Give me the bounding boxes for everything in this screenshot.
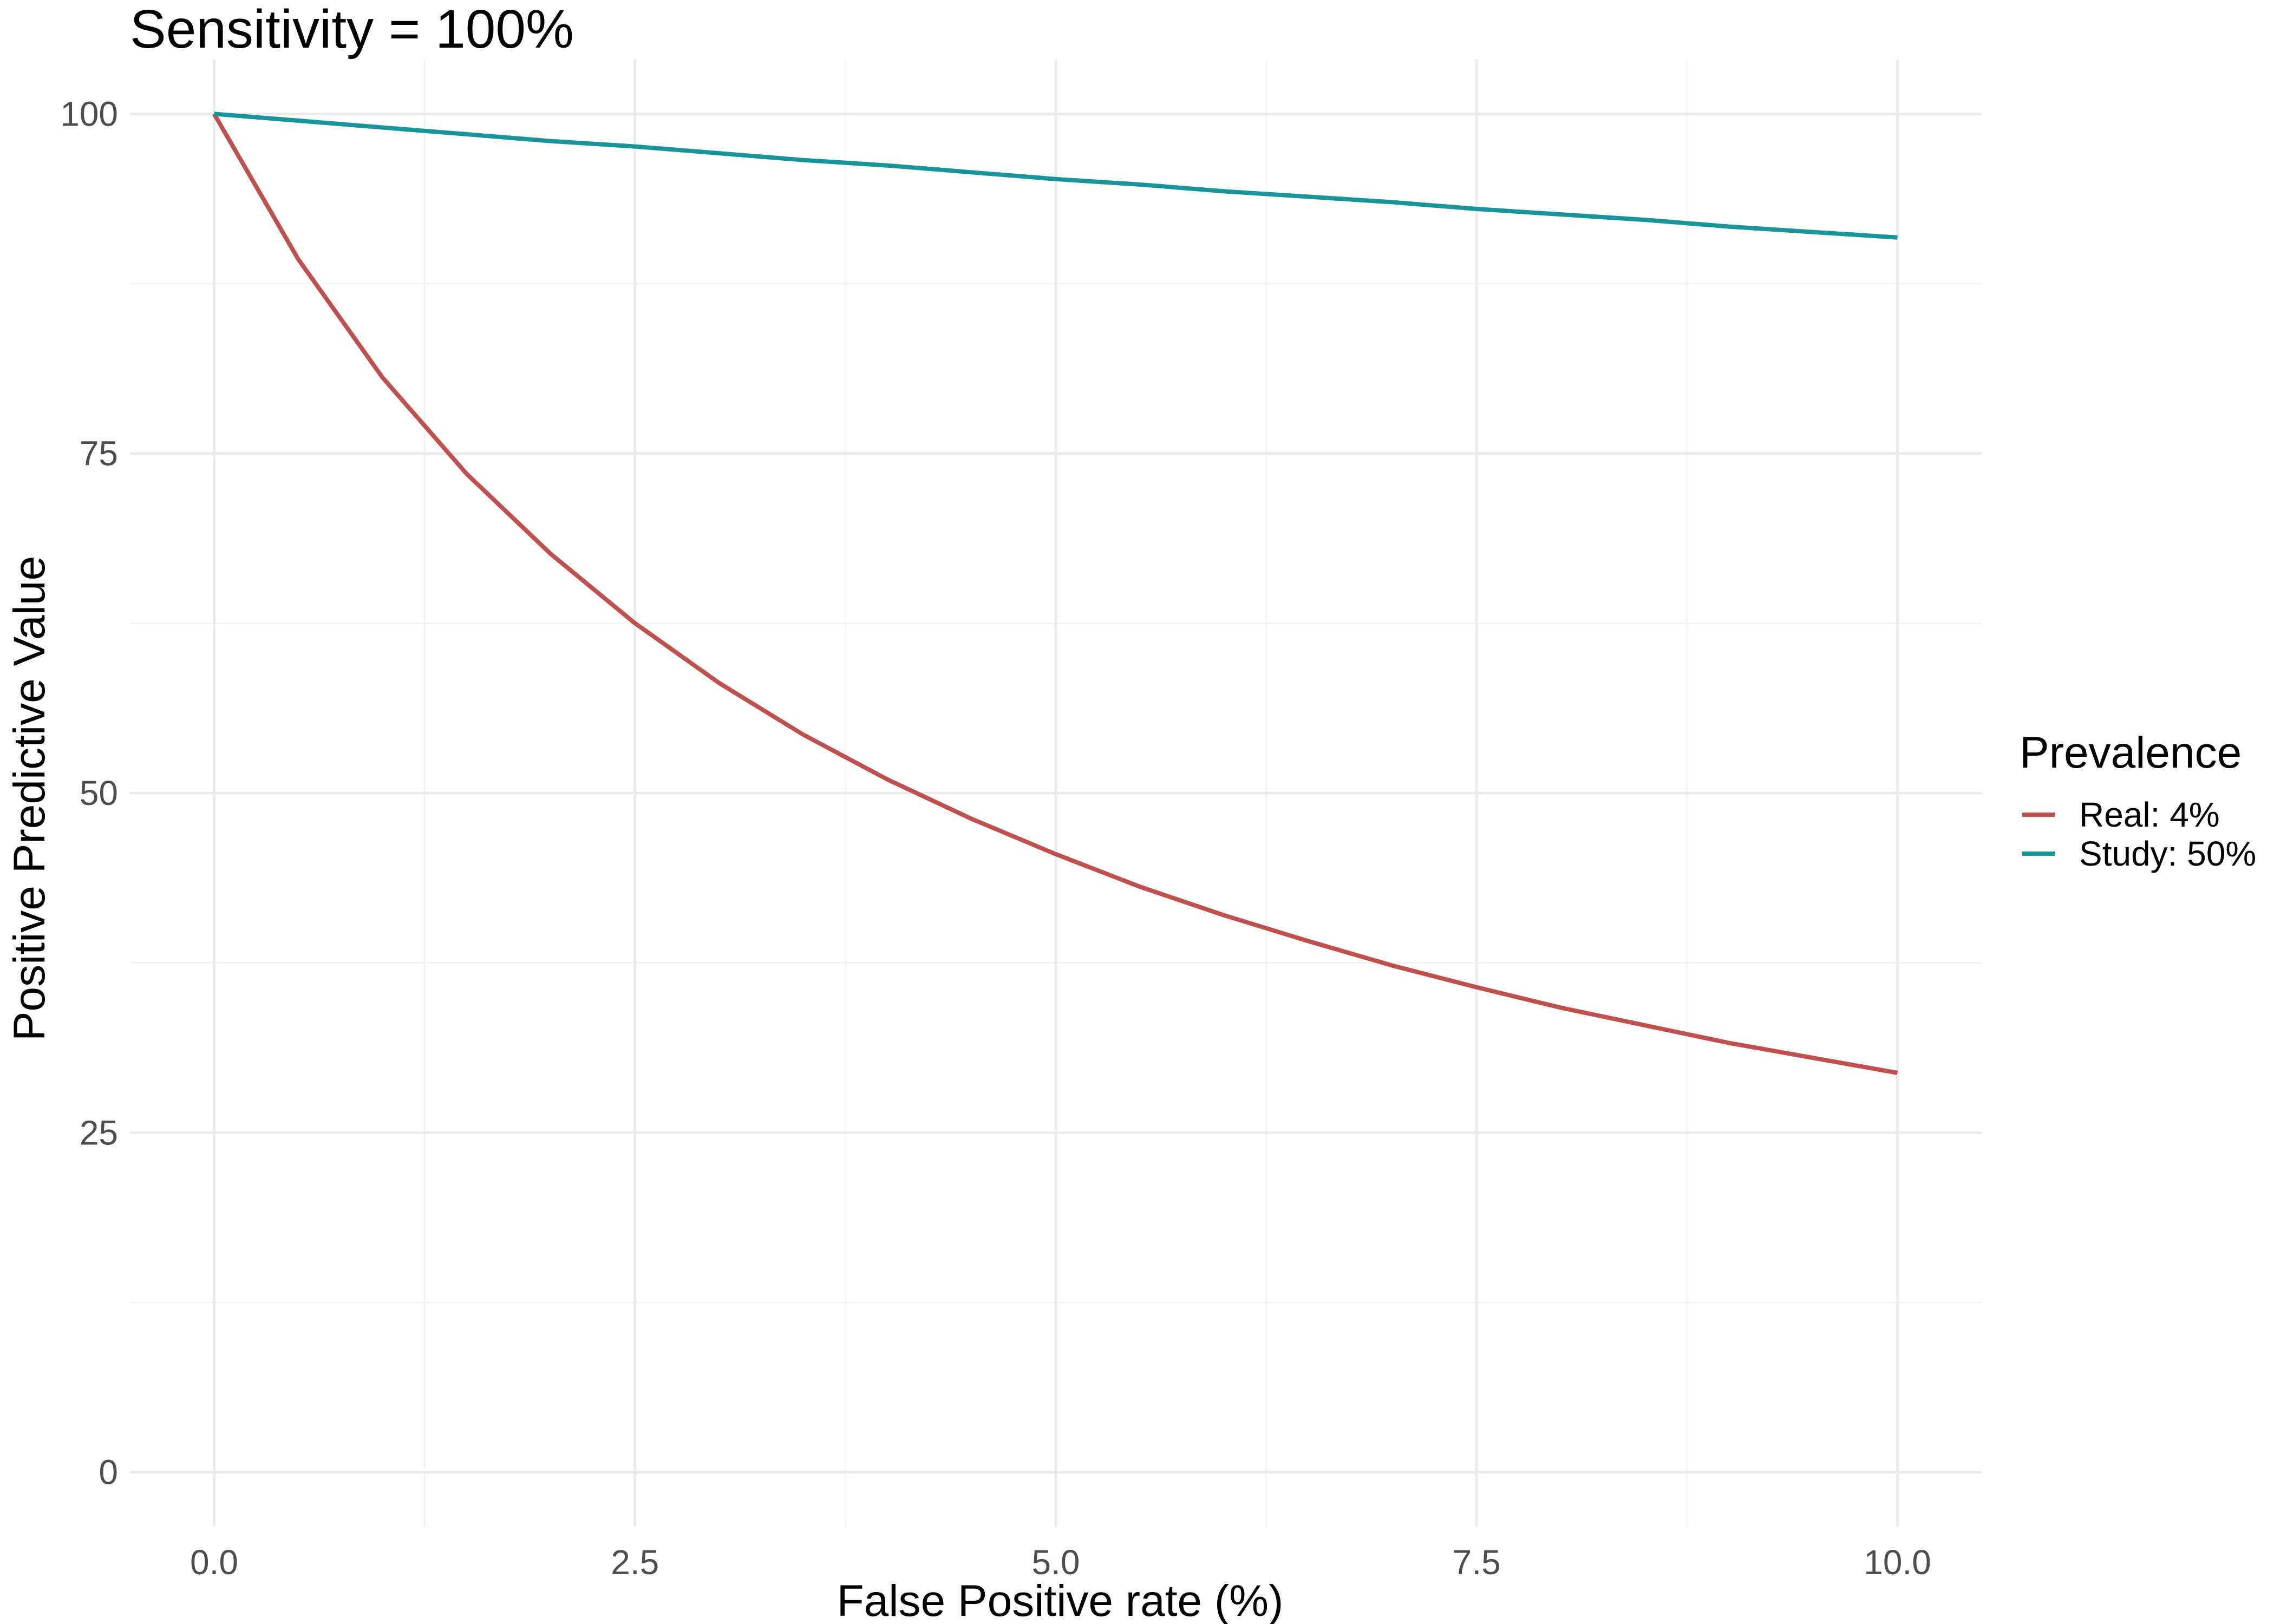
series-line-1 bbox=[212, 113, 1898, 1075]
y-axis-title: Positive Predictive Value bbox=[5, 556, 54, 1041]
series-group bbox=[212, 112, 1898, 1075]
x-tick-label: 7.5 bbox=[1453, 1543, 1501, 1582]
y-axis-ticks: 0 25 50 75 100 bbox=[60, 94, 118, 1491]
y-tick-label: 75 bbox=[80, 434, 118, 473]
x-tick-label: 10.0 bbox=[1864, 1543, 1931, 1582]
x-axis-ticks: 0.0 2.5 5.0 7.5 10.0 bbox=[190, 1543, 1931, 1582]
series-line-2 bbox=[214, 112, 1898, 240]
y-tick-label: 0 bbox=[99, 1453, 118, 1492]
grid-major bbox=[130, 60, 1982, 1527]
y-tick-label: 100 bbox=[60, 94, 118, 133]
legend: Prevalence Real: 4%Study: 50% bbox=[2020, 728, 2256, 873]
x-tick-label: 5.0 bbox=[1032, 1543, 1080, 1582]
legend-items: Real: 4%Study: 50% bbox=[2022, 795, 2256, 873]
x-tick-label: 0.0 bbox=[190, 1543, 238, 1582]
y-tick-label: 25 bbox=[80, 1113, 118, 1152]
legend-label-1: Real: 4% bbox=[2079, 795, 2220, 834]
legend-title: Prevalence bbox=[2020, 728, 2242, 777]
x-tick-label: 2.5 bbox=[611, 1543, 659, 1582]
x-axis-title: False Positive rate (%) bbox=[837, 1576, 1284, 1624]
y-tick-label: 50 bbox=[80, 774, 118, 813]
legend-label-2: Study: 50% bbox=[2079, 834, 2256, 873]
chart-title: Sensitivity = 100% bbox=[130, 0, 574, 60]
